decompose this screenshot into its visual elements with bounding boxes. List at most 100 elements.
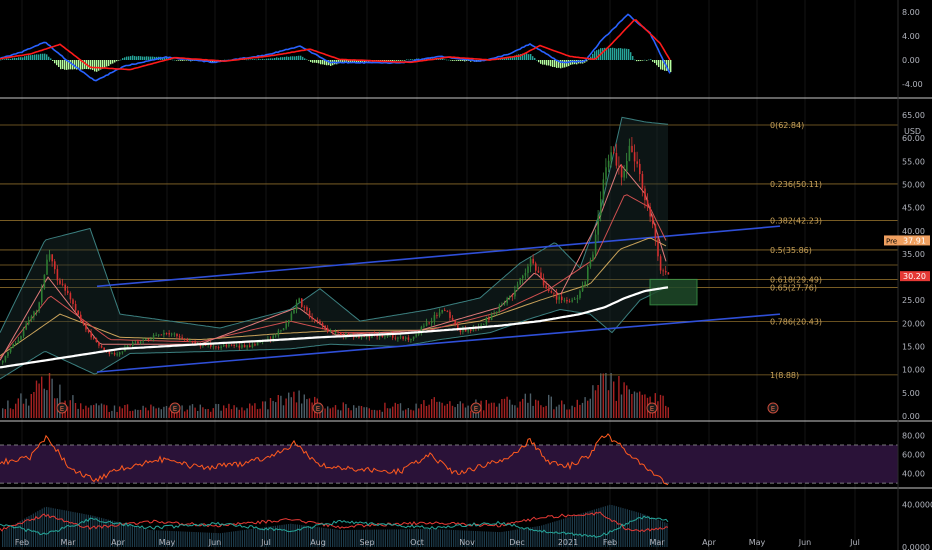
- volume-bar: [4, 409, 6, 418]
- macd-hist-bar: [182, 60, 184, 61]
- candle-body: [171, 333, 173, 335]
- volume-bar: [587, 400, 589, 418]
- volume-bar: [360, 406, 363, 418]
- macd-hist-bar: [662, 60, 664, 70]
- candle-body: [178, 336, 181, 338]
- candle-body: [293, 309, 295, 314]
- adx-hist-bar: [272, 526, 274, 547]
- volume-bar: [236, 407, 238, 418]
- adx-hist-bar: [48, 507, 50, 547]
- volume-bar: [295, 402, 298, 418]
- volume-bar: [145, 407, 147, 418]
- price-panel[interactable]: 0(62.84) 0.236(50.11) 0.382(42.23) 0.5(35.8…: [0, 116, 898, 418]
- earnings-marker-3[interactable]: [470, 402, 482, 414]
- price-axis[interactable]: 8.00 4.00 0.00 -4.00 65.00 60.00 55.00 50.00 45.…: [884, 8, 932, 550]
- candle-body: [17, 339, 20, 343]
- volume-bar: [282, 405, 285, 418]
- adx-hist-bar: [398, 529, 400, 547]
- volume-bar: [425, 406, 428, 418]
- candle-body: [308, 310, 311, 317]
- macd-hist-bar: [292, 56, 294, 60]
- earnings-marker-0[interactable]: [56, 402, 68, 414]
- price-tick-3: 50.00: [902, 180, 925, 189]
- adx-hist-bar: [464, 530, 466, 547]
- adx-hist-bar: [173, 531, 175, 547]
- volume-bar: [129, 411, 131, 418]
- adx-hist-bar: [235, 531, 237, 547]
- dmi-panel[interactable]: [0, 504, 669, 547]
- candle-body: [519, 278, 521, 285]
- volume-bar: [607, 390, 610, 418]
- volume-bar: [540, 405, 542, 418]
- adx-hist-bar: [197, 532, 199, 547]
- volume-bar: [275, 402, 277, 418]
- volume-bar: [485, 400, 487, 418]
- candle-body: [457, 324, 459, 330]
- candle-body: [51, 254, 53, 262]
- earnings-marker-5[interactable]: [767, 402, 779, 414]
- macd-hist-bar: [386, 60, 388, 62]
- macd-hist-bar: [348, 60, 350, 63]
- price-label-1[interactable]: 30.20: [900, 271, 930, 282]
- rsi-panel[interactable]: [0, 433, 898, 486]
- macd-hist-bar: [310, 60, 312, 63]
- adx-hist-bar: [290, 523, 292, 547]
- candle-body: [667, 272, 670, 275]
- time-axis[interactable]: Feb Mar Apr May Jun Jul Aug Sep Oct Nov Dec 2021 Feb…: [15, 538, 860, 547]
- earnings-marker-1[interactable]: [169, 402, 181, 414]
- candle-body: [337, 332, 339, 333]
- price-label-0[interactable]: Pre 37.91: [884, 235, 930, 246]
- candle-body: [173, 333, 176, 335]
- macd-hist-bar: [344, 60, 346, 63]
- earnings-marker-4[interactable]: [646, 402, 658, 414]
- candle-body: [116, 354, 118, 356]
- macd-hist-bar: [512, 56, 514, 60]
- adx-hist-bar: [607, 505, 609, 547]
- adx-hist-bar: [65, 510, 67, 547]
- adx-hist-bar: [204, 532, 206, 547]
- candle-body: [210, 343, 212, 347]
- adx-hist-bar: [343, 530, 345, 547]
- candle-body: [454, 320, 456, 325]
- macd-hist-bar: [614, 48, 616, 60]
- volume-bar: [662, 395, 664, 418]
- candle-body: [410, 339, 412, 340]
- adx-hist-bar: [138, 527, 140, 547]
- adx-hist-bar: [327, 528, 329, 547]
- adx-hist-bar: [134, 526, 136, 547]
- candle-body: [402, 336, 404, 339]
- candle-body: [563, 300, 566, 301]
- adx-hist-bar: [600, 507, 602, 547]
- macd-hist-bar: [360, 60, 362, 63]
- x-tick-7: Sep: [359, 538, 374, 547]
- adx-hist-bar: [294, 524, 296, 547]
- volume-bar: [436, 401, 438, 418]
- macd-hist-bar: [326, 60, 328, 66]
- adx-hist-bar: [46, 506, 48, 547]
- volume-bar: [483, 410, 485, 418]
- adx-hist-bar: [521, 528, 523, 547]
- volume-bar: [80, 403, 82, 418]
- macd-hist-bar: [346, 60, 348, 63]
- adx-hist-bar: [653, 518, 655, 547]
- macd-hist-bar: [616, 48, 618, 60]
- volume-bar: [158, 407, 160, 418]
- adx-hist-bar: [123, 523, 125, 547]
- volume-bar: [493, 402, 495, 418]
- macd-panel[interactable]: [0, 13, 672, 82]
- adx-hist-bar: [578, 514, 580, 547]
- price-tick-2: 55.00: [902, 157, 925, 166]
- candle-body: [587, 266, 589, 282]
- volume-bar: [532, 405, 534, 418]
- volume-bar: [210, 411, 212, 418]
- volume-bar: [35, 380, 38, 418]
- adx-hist-bar: [611, 505, 613, 547]
- adx-hist-bar: [475, 531, 477, 547]
- earnings-marker-2[interactable]: [312, 402, 324, 414]
- adx-hist-bar: [164, 530, 166, 547]
- macd-hist-bar: [258, 58, 260, 60]
- adx-hist-bar: [411, 529, 413, 547]
- macd-hist-bar: [626, 48, 628, 60]
- macd-hist-bar: [658, 60, 660, 68]
